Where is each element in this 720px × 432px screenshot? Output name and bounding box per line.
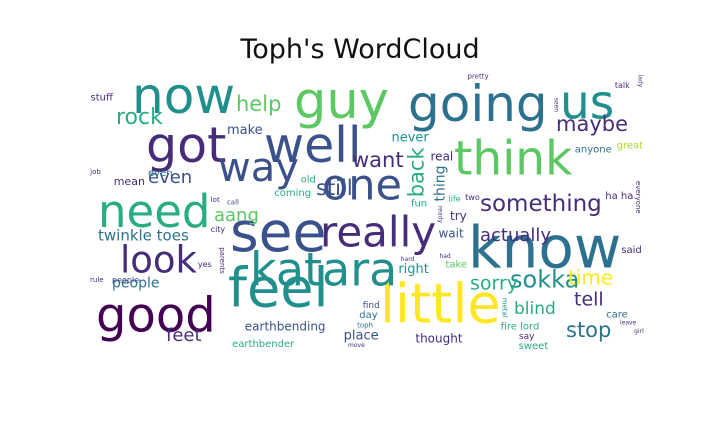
word-call: call xyxy=(227,199,239,207)
word-even: even xyxy=(148,168,173,179)
word-us: us xyxy=(560,76,614,131)
word-sokka: sokka xyxy=(510,266,579,294)
word-city: city xyxy=(211,225,226,234)
word-great: great xyxy=(617,140,644,151)
word-sorry: sorry xyxy=(470,273,518,295)
word-well: well xyxy=(264,117,361,174)
word-place: place xyxy=(344,328,379,343)
word-coming: coming xyxy=(274,188,311,199)
word-had: had xyxy=(439,253,450,260)
word-twinkle-toes: twinkle toes xyxy=(98,226,189,244)
word-toph: toph xyxy=(357,321,373,329)
word-job: job xyxy=(90,168,101,176)
word-need: need xyxy=(98,185,210,238)
word-ha-ha: ha ha xyxy=(605,191,633,202)
word-real: real xyxy=(431,150,454,164)
word-really: really xyxy=(320,207,436,256)
word-help: help xyxy=(236,92,281,116)
word-aang: aang xyxy=(214,205,259,226)
word-life: life xyxy=(448,194,460,203)
word-leave: leave xyxy=(620,319,637,326)
word-try: try xyxy=(450,209,467,223)
word-ready: ready xyxy=(437,206,444,224)
word-good: good xyxy=(96,287,216,343)
word-little: little xyxy=(380,272,501,335)
word-metal: metal xyxy=(500,298,508,318)
word-seen: seen xyxy=(552,98,559,113)
word-want: want xyxy=(352,148,404,172)
word-never: never xyxy=(391,130,429,145)
word-move: move xyxy=(348,342,365,349)
word-mean: mean xyxy=(114,175,145,188)
word-earthbending: earthbending xyxy=(245,320,326,334)
word-back: back xyxy=(405,147,429,198)
word-lady: lady xyxy=(636,75,643,88)
word-stuff: stuff xyxy=(91,92,114,103)
word-guy: guy xyxy=(294,72,389,131)
word-maybe: maybe xyxy=(556,112,628,136)
word-two: two xyxy=(465,193,480,202)
word-pretty: pretty xyxy=(468,72,489,80)
word-care: care xyxy=(606,309,628,320)
word-know: know xyxy=(468,214,621,282)
word-one: one xyxy=(322,160,402,210)
word-rule: rule xyxy=(90,276,104,284)
word-talk: talk xyxy=(615,81,630,90)
word-going: going xyxy=(408,75,548,133)
word-feet: feet xyxy=(166,325,202,346)
word-everyone: everyone xyxy=(634,181,642,214)
word-even: even xyxy=(148,167,192,188)
word-fire-lord: fire lord xyxy=(501,322,540,333)
word-sweet: sweet xyxy=(519,341,549,352)
word-earthbender: earthbender xyxy=(232,339,295,350)
word-time: time xyxy=(568,265,613,289)
word-tell: tell xyxy=(574,289,604,311)
word-something: something xyxy=(480,191,602,217)
word-make: make xyxy=(227,123,263,138)
word-take: take xyxy=(445,259,467,270)
word-wait: wait xyxy=(438,226,464,240)
word-people: people xyxy=(112,275,159,291)
word-stop: stop xyxy=(566,318,611,342)
word-cloud-panel: know see feel little guy now going well got good u… xyxy=(90,72,646,352)
word-think: think xyxy=(454,132,573,187)
word-got: got xyxy=(146,117,226,174)
chart-title: Toph's WordCloud xyxy=(240,34,480,65)
word-thing: thing xyxy=(432,166,448,202)
word-right: right xyxy=(398,262,429,277)
word-fun: fun xyxy=(411,198,427,209)
word-parents: parents xyxy=(218,247,226,274)
word-see: see xyxy=(230,200,326,264)
word-actually: actually xyxy=(480,225,551,246)
word-thought: thought xyxy=(415,332,462,346)
word-said: said xyxy=(621,245,641,256)
word-way: way xyxy=(218,145,299,191)
word-people: people xyxy=(112,276,139,285)
word-feel: feel xyxy=(228,256,328,319)
word-hard: hard xyxy=(401,256,415,263)
word-yes: yes xyxy=(198,260,212,269)
word-find: find xyxy=(363,301,380,311)
word-rock: rock xyxy=(116,105,163,130)
word-now: now xyxy=(132,72,235,125)
word-old: old xyxy=(301,175,316,186)
word-look: look xyxy=(120,238,198,281)
word-still: still xyxy=(316,176,353,200)
word-lot: lot xyxy=(211,196,220,204)
word-blind: blind xyxy=(514,299,556,319)
word-anyone: anyone xyxy=(575,144,612,155)
word-katara: katara xyxy=(250,243,397,297)
word-day: day xyxy=(359,310,377,321)
word-girl: girl xyxy=(634,328,644,335)
word-say: say xyxy=(519,332,535,342)
